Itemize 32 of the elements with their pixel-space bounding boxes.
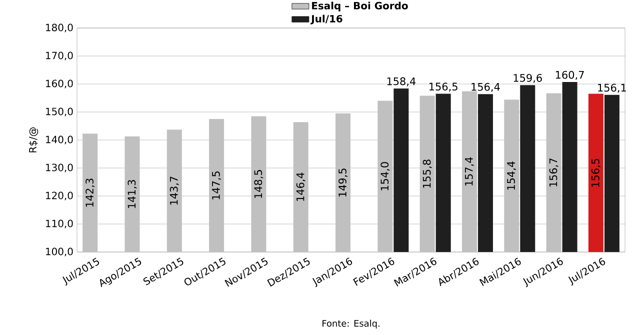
legend-label: Jul/16 bbox=[310, 14, 342, 24]
y-axis-title: R$/@ bbox=[28, 127, 38, 152]
data-label: 148,5 bbox=[254, 170, 264, 198]
data-label: 156,7 bbox=[549, 158, 558, 186]
y-tick-label: 110,0 bbox=[46, 220, 73, 228]
y-tick-label: 100,0 bbox=[46, 248, 73, 256]
data-label: 156,5 bbox=[591, 158, 600, 187]
data-label: 143,7 bbox=[170, 176, 179, 205]
data-label: 156,5 bbox=[429, 82, 458, 92]
data-label: 154,0 bbox=[380, 162, 390, 190]
data-label: 157,4 bbox=[465, 157, 474, 186]
y-tick-label: 120,0 bbox=[46, 192, 73, 200]
data-label: 149,5 bbox=[338, 168, 348, 197]
data-label: 142,3 bbox=[86, 178, 95, 207]
data-label: 146,4 bbox=[296, 172, 306, 201]
y-tick-label: 160,0 bbox=[46, 80, 73, 88]
y-tick-label: 180,0 bbox=[46, 24, 73, 32]
y-tick-label: 150,0 bbox=[46, 108, 73, 116]
y-tick-label: 140,0 bbox=[46, 136, 73, 144]
y-tick-label: 170,0 bbox=[46, 52, 73, 60]
source-note: Fonte: Esalq. bbox=[322, 320, 380, 328]
data-label: 147,5 bbox=[212, 171, 221, 200]
data-label: 156,4 bbox=[472, 82, 500, 92]
data-label: 158,4 bbox=[387, 77, 416, 86]
legend-label: Esalq – Boi Gordo bbox=[312, 2, 408, 12]
data-label: 155,8 bbox=[422, 160, 432, 188]
y-tick-label: 130,0 bbox=[46, 164, 73, 172]
data-label: 159,6 bbox=[514, 74, 542, 83]
data-label: 156,1 bbox=[598, 84, 626, 93]
data-label: 141,3 bbox=[128, 180, 137, 208]
data-label: 160,7 bbox=[556, 70, 584, 80]
data-label: 154,4 bbox=[507, 161, 516, 190]
